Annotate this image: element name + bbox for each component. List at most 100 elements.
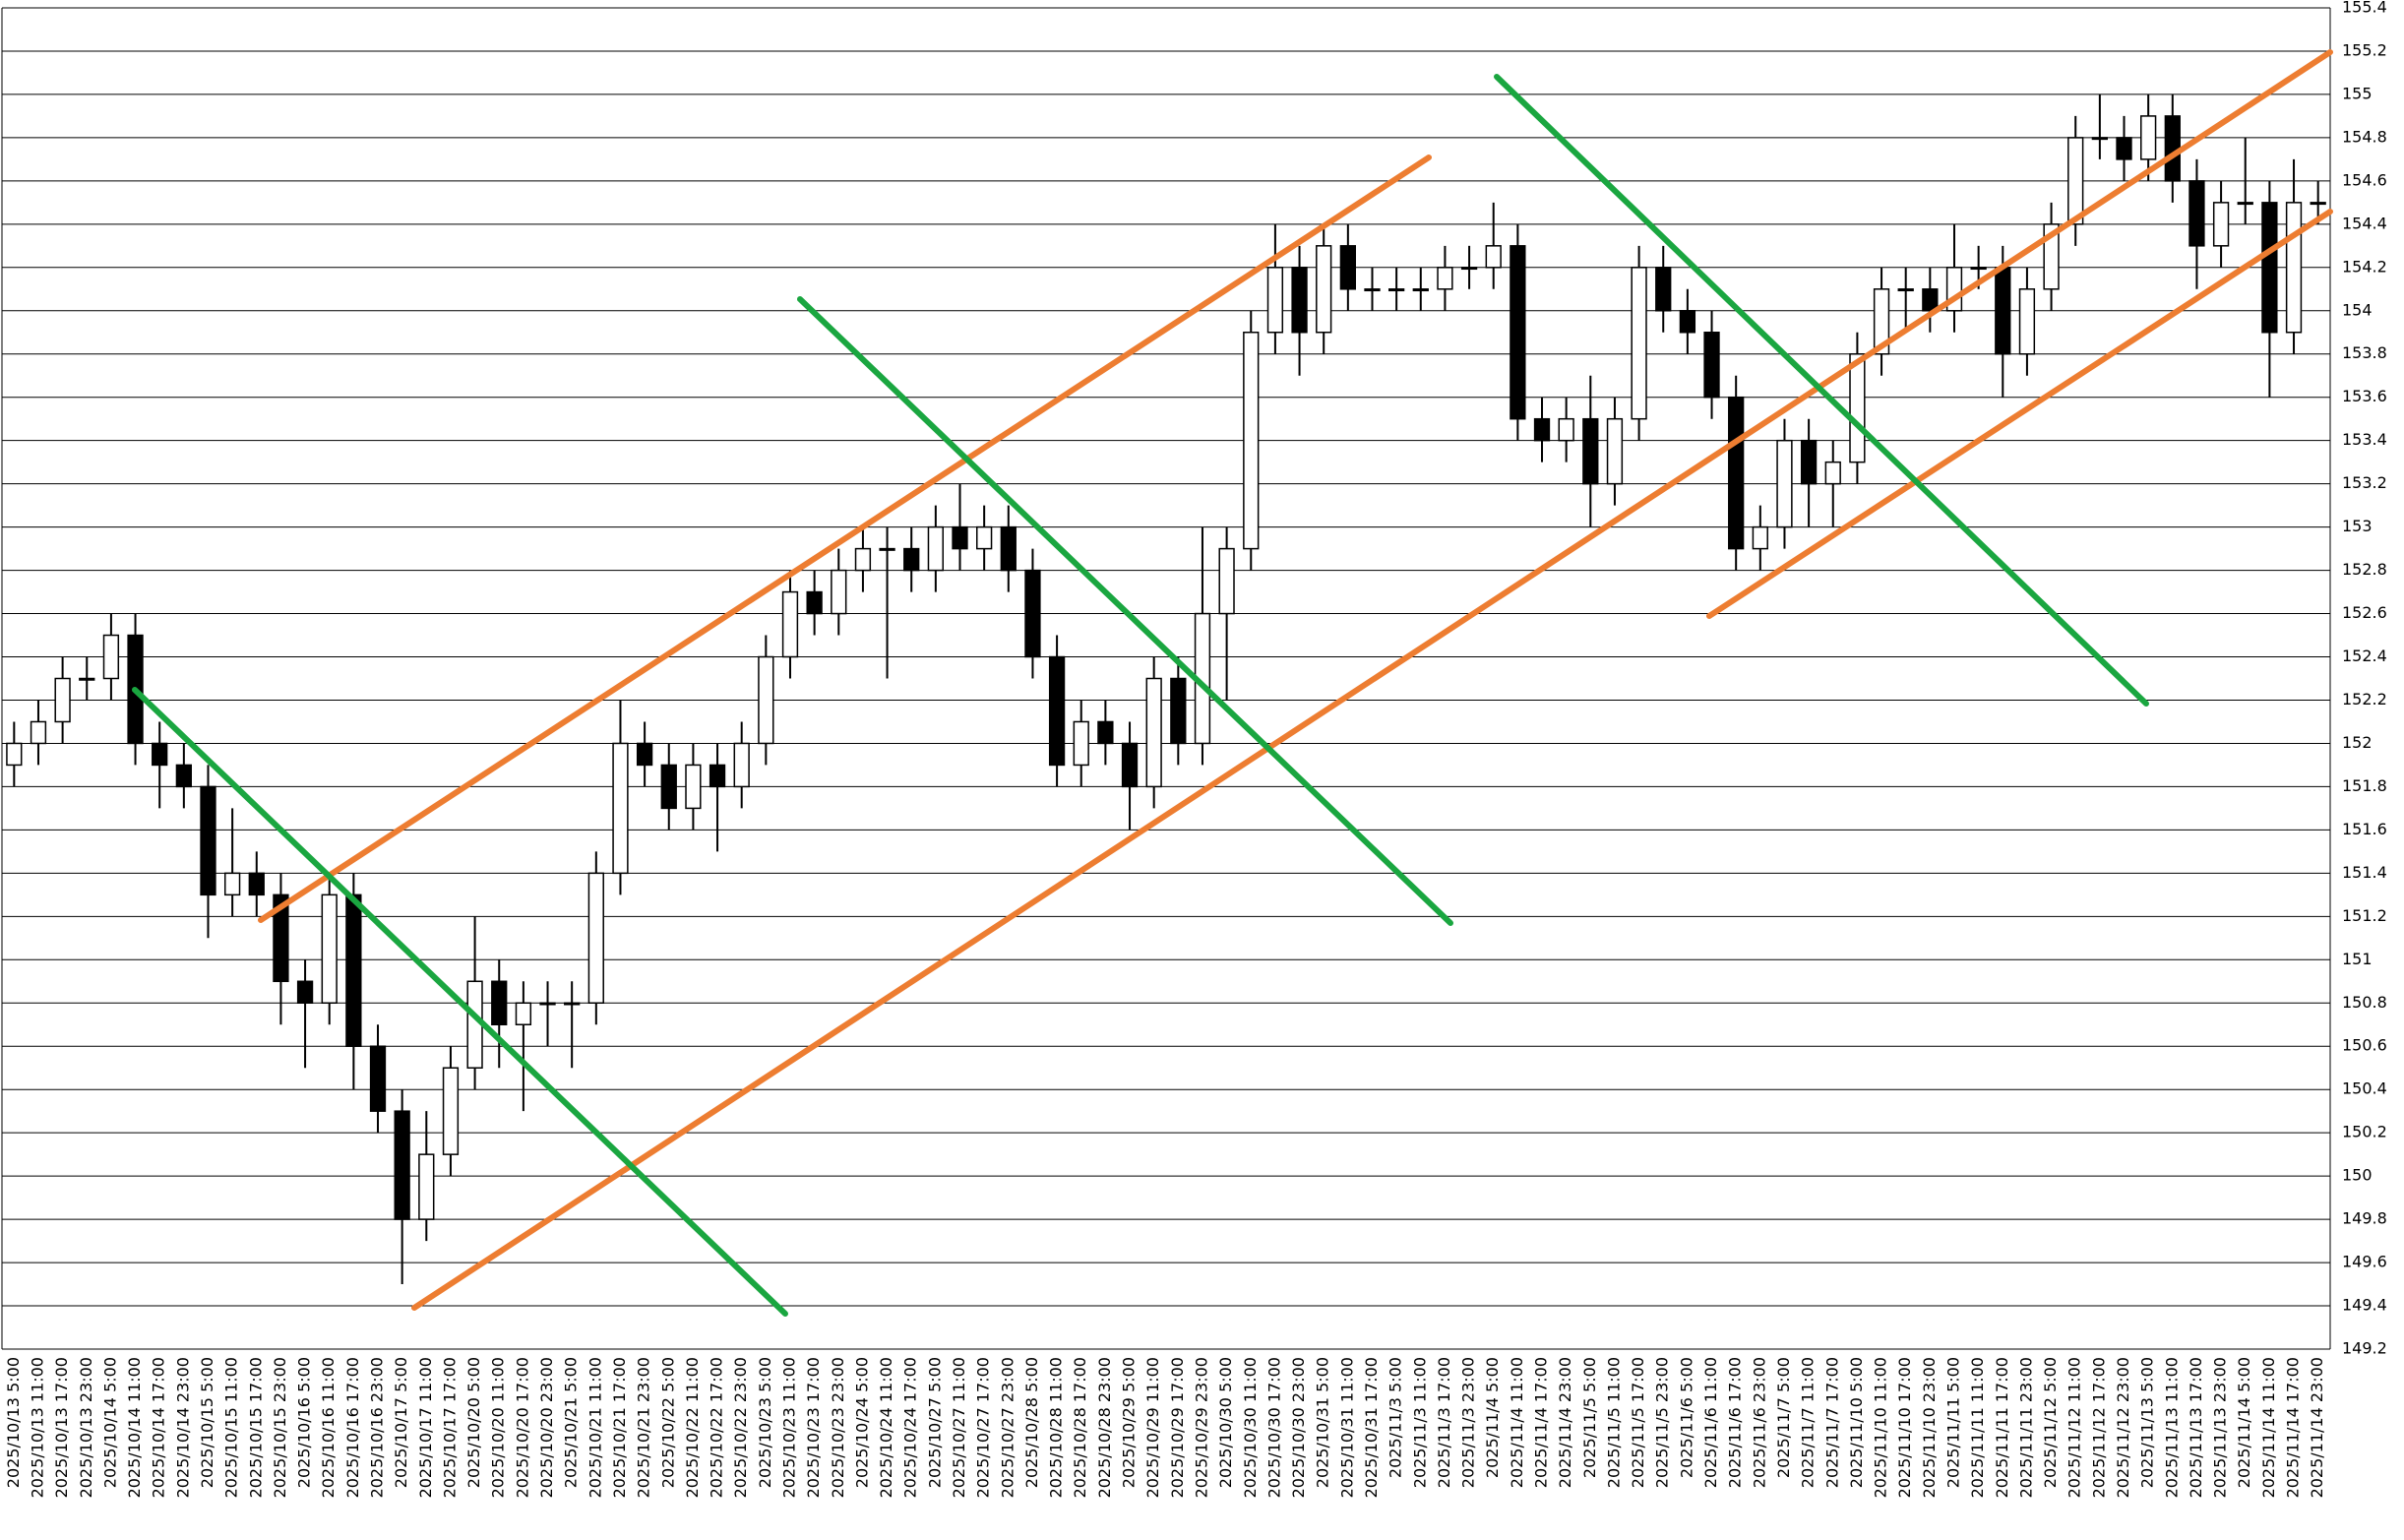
x-tick-label: 2025/11/11 17:00 (1993, 1357, 2011, 1498)
x-tick-label: 2025/10/17 17:00 (440, 1357, 459, 1498)
y-tick-label: 155 (2342, 84, 2373, 102)
y-tick-label: 152 (2342, 733, 2373, 752)
candle-body (1655, 267, 1672, 312)
candle-body (1582, 417, 1599, 485)
trend-line (1706, 209, 2333, 619)
candle-body (30, 720, 47, 745)
candle-body (1897, 288, 1914, 292)
candle-body (1266, 267, 1284, 334)
x-tick-label: 2025/10/24 5:00 (852, 1357, 871, 1488)
y-tick-label: 152.4 (2342, 647, 2387, 665)
y-tick-label: 153.6 (2342, 387, 2387, 405)
candle-body (1631, 267, 1647, 420)
x-tick-label: 2025/11/13 23:00 (2211, 1357, 2230, 1498)
x-tick-label: 2025/10/28 23:00 (1095, 1357, 1114, 1498)
candle-body (248, 872, 265, 896)
candle-body (394, 1110, 410, 1220)
x-tick-label: 2025/11/6 11:00 (1701, 1357, 1720, 1488)
x-tick-label: 2025/11/5 23:00 (1653, 1357, 1672, 1488)
candle-body (831, 569, 847, 615)
candle-body (2018, 288, 2036, 355)
candle-body (1460, 267, 1478, 271)
candle-body (636, 742, 653, 767)
candle-body (2285, 202, 2303, 334)
candle-body (1364, 288, 1381, 292)
candle-body (709, 764, 726, 788)
x-tick-label: 2025/11/5 17:00 (1629, 1357, 1647, 1488)
candle-body (79, 677, 95, 681)
y-tick-label: 151 (2342, 950, 2373, 968)
candle-body (1995, 267, 2011, 355)
candle-body (2091, 137, 2109, 141)
x-tick-label: 2025/10/21 5:00 (562, 1357, 581, 1488)
candle-body (854, 547, 872, 572)
x-tick-label: 2025/10/27 11:00 (950, 1357, 968, 1498)
x-tick-label: 2025/11/7 17:00 (1822, 1357, 1841, 1488)
candle-body (1243, 332, 1260, 550)
x-tick-label: 2025/10/14 17:00 (150, 1357, 168, 1498)
x-tick-label: 2025/10/27 23:00 (998, 1357, 1017, 1498)
x-tick-label: 2025/10/23 11:00 (779, 1357, 798, 1498)
x-tick-label: 2025/10/15 11:00 (222, 1357, 241, 1498)
y-tick-label: 153 (2342, 517, 2373, 535)
candle-body (1728, 396, 1745, 550)
y-tick-label: 151.2 (2342, 906, 2387, 925)
candle-body (781, 590, 799, 658)
x-tick-label: 2025/11/4 11:00 (1508, 1357, 1526, 1488)
trend-line (797, 296, 1453, 926)
x-tick-label: 2025/10/15 5:00 (198, 1357, 216, 1488)
y-tick-label: 155.4 (2342, 0, 2387, 17)
candle-body (660, 764, 677, 810)
candle-body (2188, 180, 2205, 247)
candle-body (1485, 245, 1502, 269)
candle-body (54, 677, 71, 723)
candle-body (6, 742, 23, 767)
candle-body (1291, 267, 1308, 334)
x-tick-label: 2025/11/10 11:00 (1872, 1357, 1890, 1498)
x-tick-label: 2025/11/3 11:00 (1410, 1357, 1429, 1488)
x-tick-label: 2025/11/4 23:00 (1556, 1357, 1574, 1488)
x-tick-label: 2025/10/30 17:00 (1264, 1357, 1283, 1498)
x-tick-label: 2025/11/11 11:00 (1968, 1357, 1987, 1498)
x-tick-label: 2025/10/28 17:00 (1071, 1357, 1089, 1498)
x-tick-label: 2025/10/21 17:00 (610, 1357, 629, 1498)
candle-body (927, 525, 945, 572)
trend-line (411, 49, 2333, 1311)
candle-body (1679, 310, 1696, 334)
y-tick-label: 153.8 (2342, 343, 2387, 362)
y-tick-label: 150.6 (2342, 1036, 2387, 1055)
x-tick-label: 2025/10/15 17:00 (246, 1357, 265, 1498)
candle-body (175, 764, 192, 788)
candle-body (1752, 525, 1768, 550)
x-tick-label: 2025/10/22 17:00 (708, 1357, 726, 1498)
y-tick-label: 149.2 (2342, 1339, 2387, 1358)
x-tick-label: 2025/11/12 5:00 (2041, 1357, 2060, 1488)
candle-body (903, 547, 920, 572)
candle-body (587, 872, 604, 1005)
candle-body (1970, 267, 1987, 271)
x-tick-label: 2025/11/13 5:00 (2138, 1357, 2157, 1488)
candle-body (1339, 245, 1356, 290)
trend-lines (132, 49, 2333, 1317)
y-tick-label: 151.8 (2342, 776, 2387, 795)
x-tick-label: 2025/10/16 5:00 (295, 1357, 314, 1488)
candle-body (1849, 352, 1866, 463)
y-tick-label: 149.4 (2342, 1296, 2387, 1315)
x-tick-label: 2025/11/6 5:00 (1677, 1357, 1695, 1478)
x-tick-label: 2025/11/14 17:00 (2284, 1357, 2303, 1498)
y-tick-label: 149.8 (2342, 1209, 2387, 1228)
candle-body (1558, 417, 1574, 442)
candle-body (952, 525, 968, 550)
x-tick-label: 2025/10/20 17:00 (513, 1357, 531, 1498)
candle-body (1387, 288, 1405, 292)
x-tick-label: 2025/11/11 23:00 (2016, 1357, 2035, 1498)
x-tick-label: 2025/11/5 11:00 (1604, 1357, 1623, 1488)
x-tick-label: 2025/11/13 17:00 (2187, 1357, 2205, 1498)
x-tick-label: 2025/11/5 5:00 (1580, 1357, 1599, 1478)
x-tick-label: 2025/10/24 17:00 (901, 1357, 920, 1498)
candle-body (1776, 439, 1793, 528)
x-tick-label: 2025/10/22 5:00 (658, 1357, 677, 1488)
x-tick-label: 2025/10/14 5:00 (100, 1357, 119, 1488)
x-tick-label: 2025/10/30 5:00 (1216, 1357, 1235, 1488)
